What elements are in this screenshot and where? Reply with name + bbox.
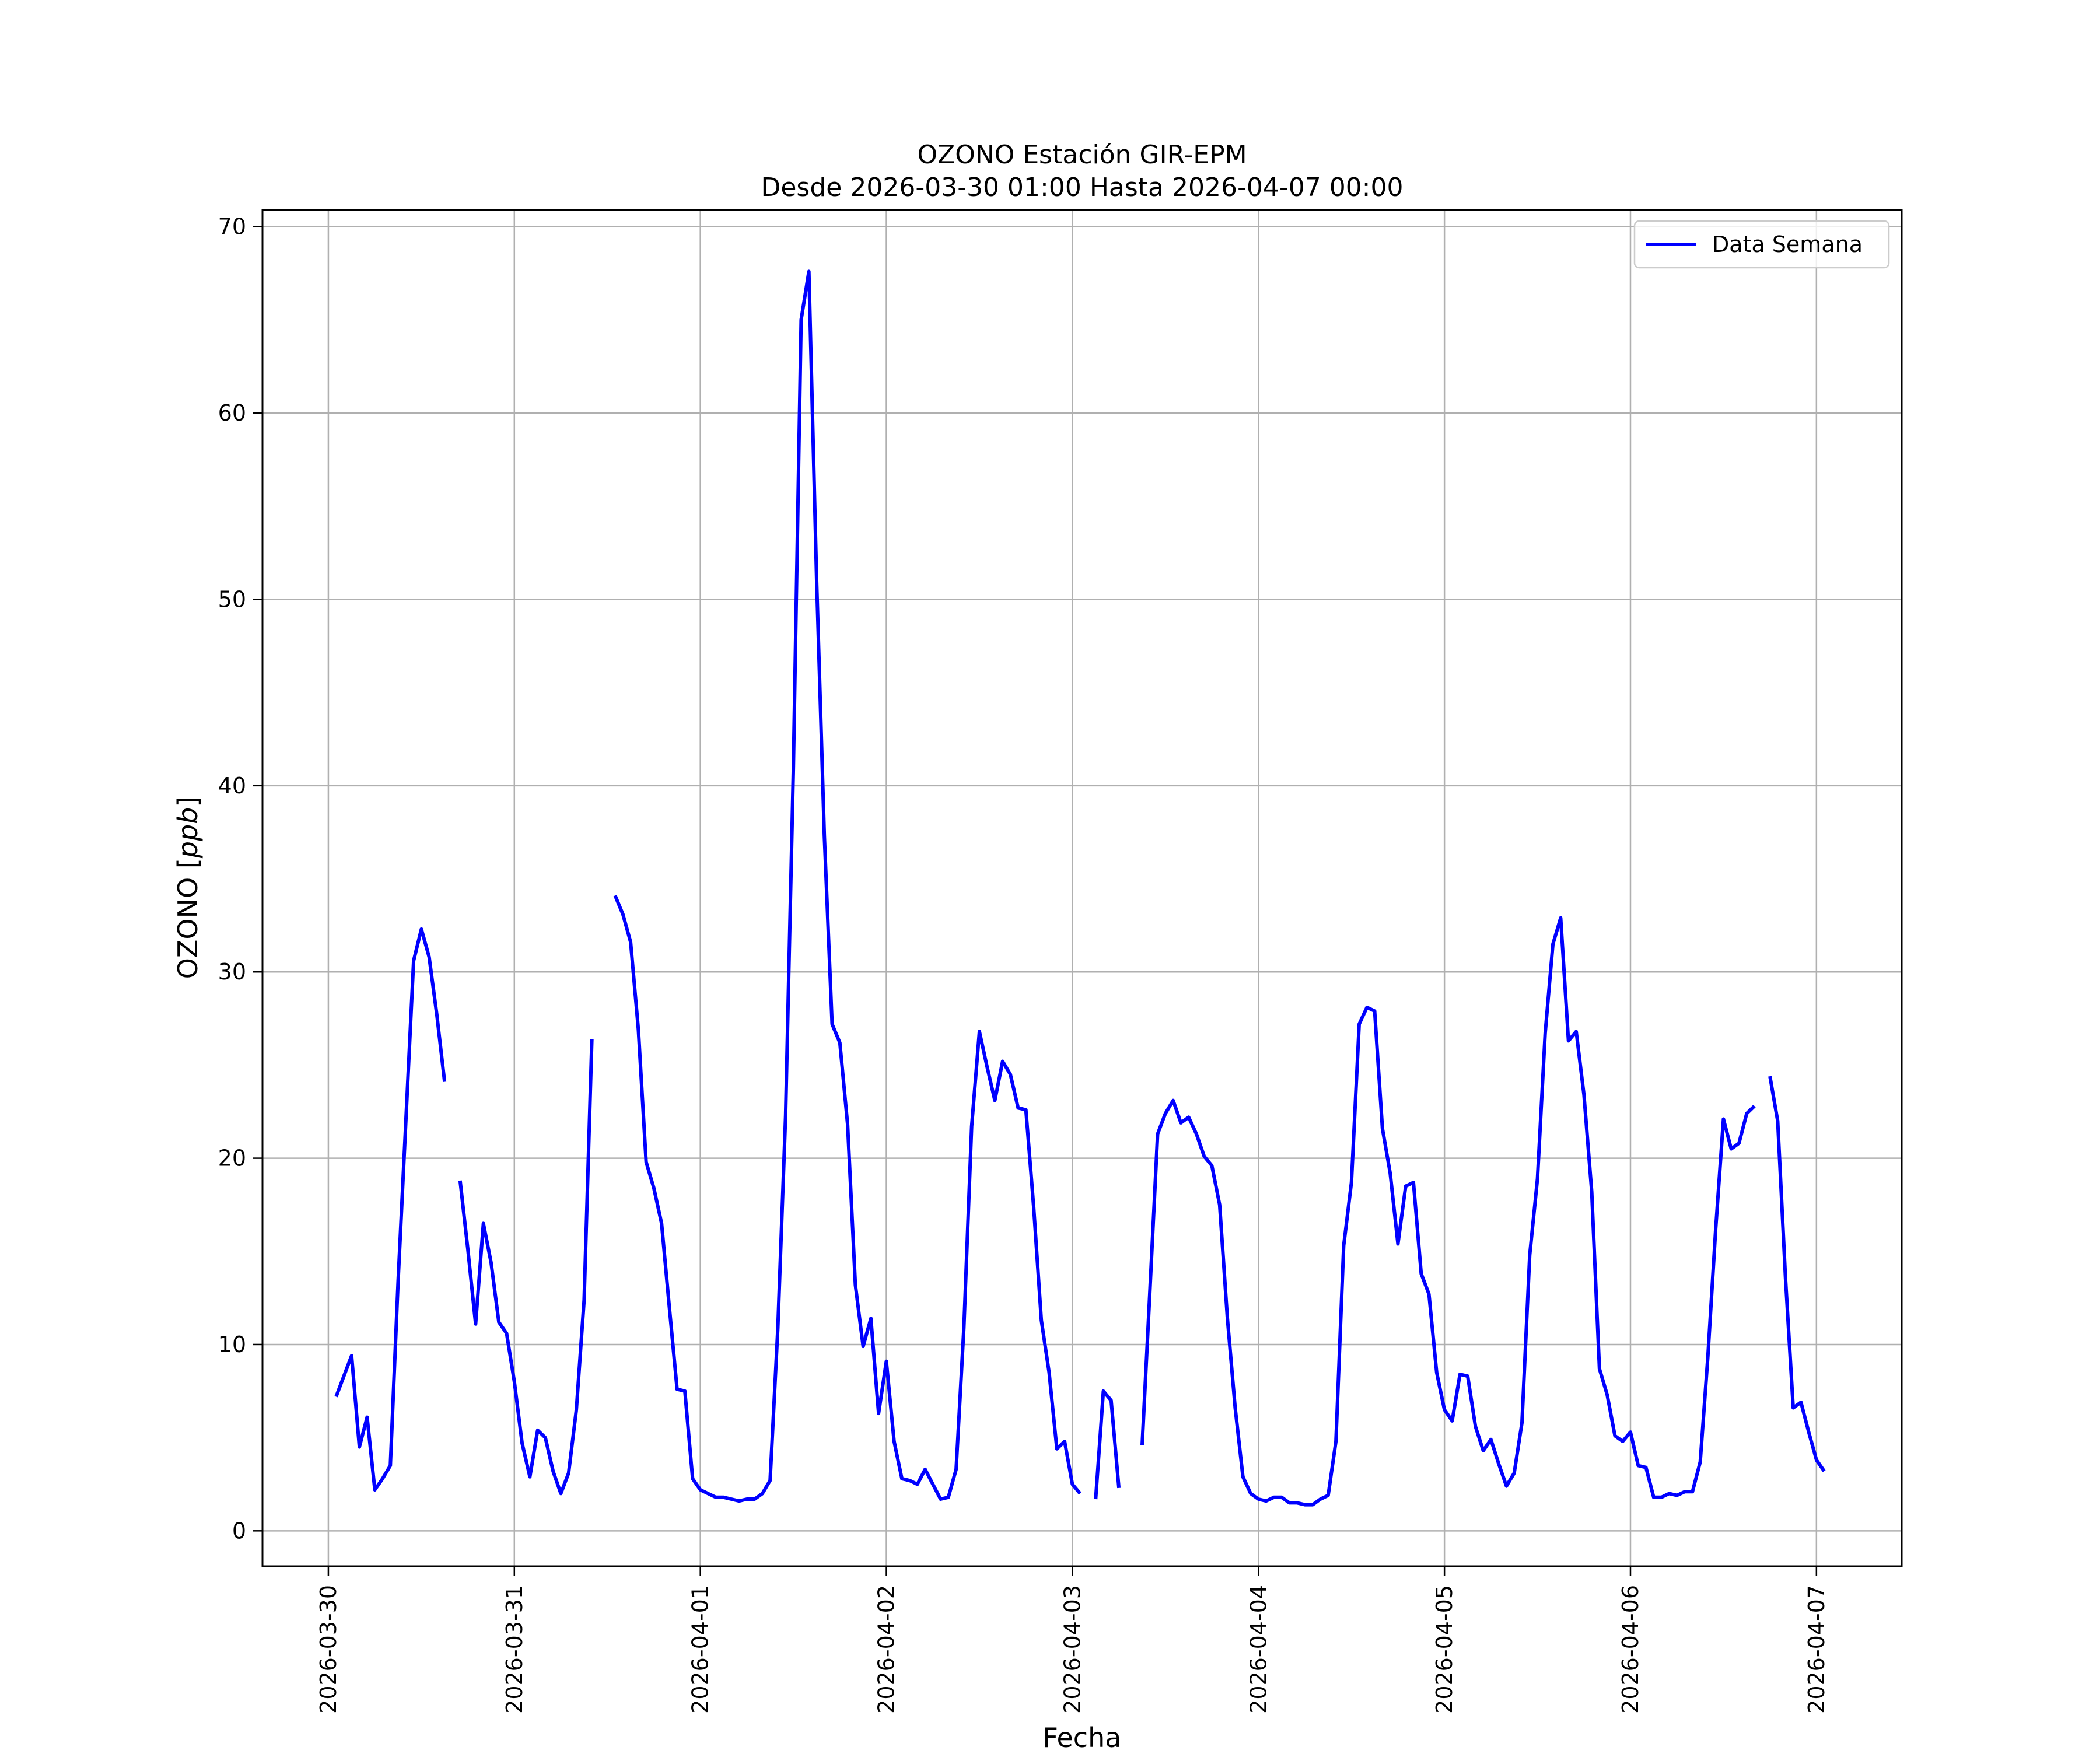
y-axis-label-unit: ppb — [172, 807, 204, 859]
legend: Data Semana — [1633, 220, 1890, 269]
x-tick-label: 2026-04-04 — [1245, 1585, 1271, 1714]
x-gridlines — [327, 210, 1818, 1566]
y-tick-label: 20 — [218, 1146, 246, 1171]
x-tick-label: 2026-04-05 — [1432, 1585, 1457, 1714]
y-axis-label: OZONO [ppb] — [172, 797, 204, 979]
series-layer — [334, 270, 1826, 1507]
chart-subtitle: Desde 2026-03-30 01:00 Hasta 2026-04-07 … — [761, 173, 1403, 202]
series-line-segment — [334, 927, 447, 1492]
x-tick-label: 2026-04-02 — [874, 1585, 900, 1714]
x-tick-label: 2026-04-07 — [1804, 1585, 1829, 1714]
x-tick-label: 2026-04-01 — [688, 1585, 713, 1714]
series-line-segment — [613, 270, 1082, 1503]
y-tick-label: 10 — [218, 1332, 246, 1357]
x-tick-label: 2026-03-31 — [502, 1585, 527, 1714]
series-line-segment — [1140, 916, 1756, 1507]
plot-frame — [261, 209, 1903, 1567]
y-axis-label-text: OZONO [ — [172, 858, 204, 979]
series-line-segment — [1094, 1389, 1121, 1500]
y-tick-label: 70 — [218, 214, 246, 240]
y-gridlines — [262, 226, 1902, 1532]
y-tick-label: 40 — [218, 773, 246, 799]
series-line-segment — [1768, 1076, 1826, 1472]
y-tick-label: 0 — [232, 1518, 246, 1544]
legend-box — [1633, 220, 1890, 269]
y-axis-ticks: 0 10 20 30 40 50 60 70 — [218, 214, 262, 1544]
series-line-segment — [458, 1039, 594, 1496]
y-axis-label-close: ] — [172, 797, 204, 807]
plot-background — [262, 210, 1902, 1566]
legend-entry-label: Data Semana — [1712, 232, 1863, 257]
x-axis-label: Fecha — [1043, 1722, 1122, 1750]
x-tick-label: 2026-04-06 — [1618, 1585, 1643, 1714]
chart-title: OZONO Estación GIR-EPM — [917, 140, 1247, 170]
y-tick-label: 60 — [218, 400, 246, 426]
x-tick-label: 2026-03-30 — [316, 1585, 341, 1714]
y-tick-label: 50 — [218, 586, 246, 612]
x-axis-ticks: 2026-03-30 2026-03-31 2026-04-01 2026-04-02… — [316, 1566, 1829, 1714]
y-tick-label: 30 — [218, 959, 246, 985]
x-tick-label: 2026-04-03 — [1059, 1585, 1085, 1714]
